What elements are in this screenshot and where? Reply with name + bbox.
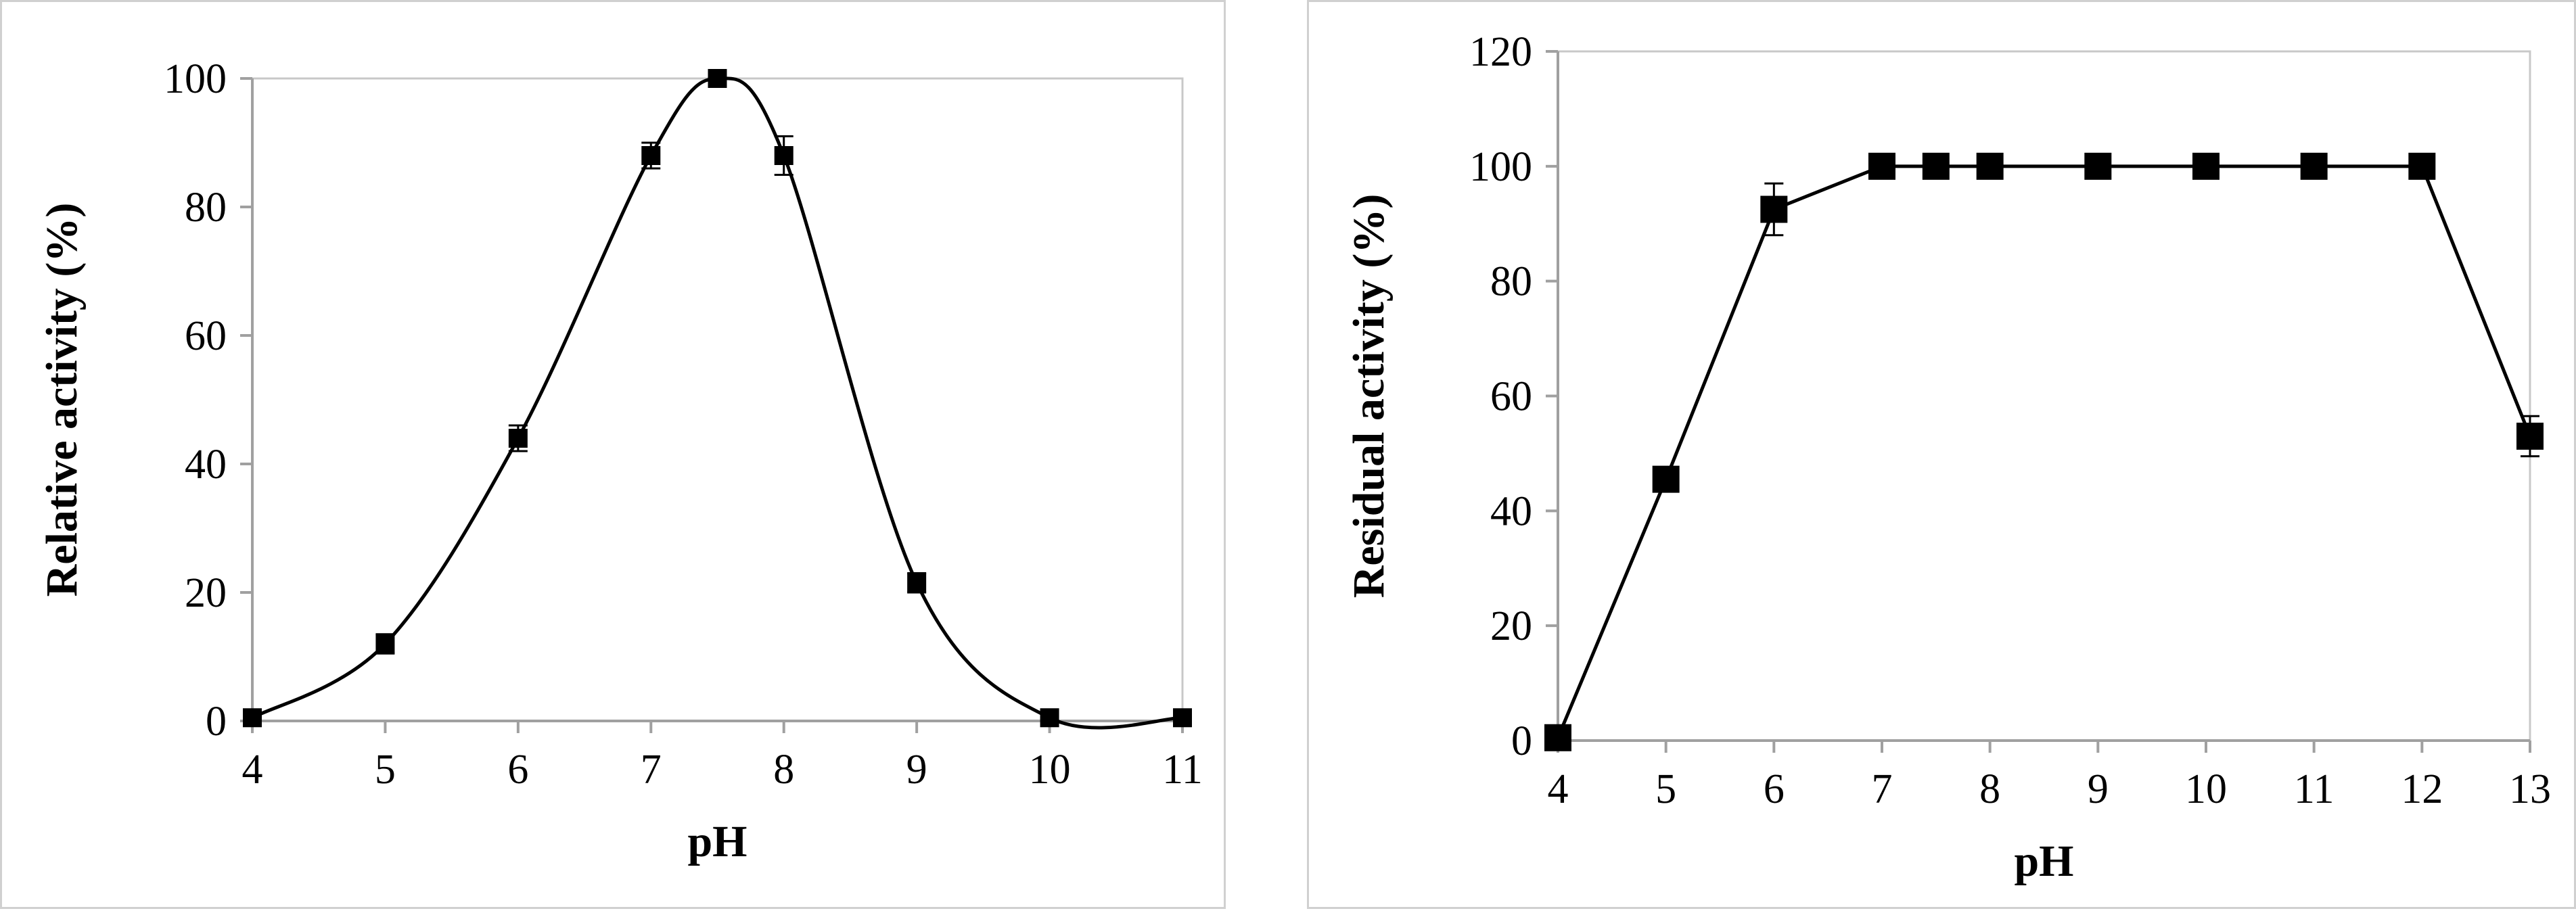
y-tick-label: 120 <box>1469 29 1532 75</box>
data-point-marker <box>2084 152 2112 180</box>
y-tick-label: 60 <box>185 313 227 359</box>
y-tick-label: 60 <box>1490 374 1532 420</box>
x-tick-label: 4 <box>242 747 263 793</box>
y-tick-label: 80 <box>1490 259 1532 305</box>
x-tick-label: 8 <box>1979 766 2000 812</box>
data-point-marker <box>2516 422 2544 450</box>
data-point-marker <box>708 69 727 88</box>
x-axis-title: pH <box>687 817 747 866</box>
data-point-marker <box>1922 152 1950 180</box>
data-point-marker <box>1868 152 1895 180</box>
data-point-marker <box>508 429 528 448</box>
data-point-marker <box>2408 152 2436 180</box>
x-tick-label: 6 <box>1764 766 1785 812</box>
data-point-marker <box>774 146 794 165</box>
y-tick-label: 80 <box>185 185 227 231</box>
data-point-marker <box>1173 708 1192 728</box>
x-tick-label: 8 <box>773 747 794 793</box>
x-tick-label: 9 <box>2088 766 2109 812</box>
data-point-marker <box>1040 708 1059 728</box>
series-line <box>251 76 1183 730</box>
x-tick-label: 9 <box>906 747 927 793</box>
data-point-marker <box>243 708 262 728</box>
data-point-marker <box>375 634 395 653</box>
x-tick-label: 10 <box>2185 766 2227 812</box>
y-axis-title: Residual activity (%) <box>1344 194 1394 599</box>
y-tick-label: 0 <box>1511 718 1532 764</box>
y-axis-title: Relative activity (%) <box>37 203 87 597</box>
x-tick-label: 5 <box>375 747 396 793</box>
y-tick-label: 40 <box>185 442 227 488</box>
data-point-marker <box>1544 724 1571 751</box>
data-point-marker <box>2192 152 2220 180</box>
relative-activity-chart: 0 20 40 60 80 100 4 5 6 7 8 9 10 11 pH Relative activit… <box>37 56 1203 866</box>
data-point-marker <box>641 146 661 165</box>
residual-activity-chart: 0 20 40 60 80 100 120 4 5 6 7 8 9 10 11 12 13 pH Residual … <box>1344 29 2551 886</box>
x-tick-label: 11 <box>2294 766 2334 812</box>
y-tick-label: 100 <box>164 56 227 102</box>
x-tick-label: 10 <box>1029 747 1071 793</box>
series-line <box>1556 164 2532 739</box>
data-point-marker <box>1760 195 1788 223</box>
plot-frame <box>1557 50 2531 742</box>
x-tick-label: 5 <box>1655 766 1676 812</box>
x-tick-label: 6 <box>507 747 528 793</box>
y-tick-label: 0 <box>206 699 227 745</box>
data-point-marker <box>2300 152 2328 180</box>
x-tick-label: 13 <box>2509 766 2551 812</box>
x-tick-label: 12 <box>2401 766 2443 812</box>
y-tick-label: 40 <box>1490 488 1532 534</box>
x-tick-label: 7 <box>641 747 662 793</box>
x-axis-title: pH <box>2014 837 2073 886</box>
x-tick-label: 11 <box>1162 747 1203 793</box>
y-tick-label: 100 <box>1469 144 1532 190</box>
right-chart-panel: 0 20 40 60 80 100 120 4 5 6 7 8 9 10 11 12 13 pH Residual … <box>1307 0 2576 909</box>
plot-frame <box>251 77 1184 722</box>
y-tick-label: 20 <box>185 570 227 616</box>
left-chart-panel: 0 20 40 60 80 100 4 5 6 7 8 9 10 11 pH Relative activit… <box>0 0 1226 909</box>
data-point-marker <box>907 573 927 592</box>
data-point-marker <box>1652 465 1680 493</box>
y-tick-label: 20 <box>1490 603 1532 649</box>
x-tick-label: 7 <box>1872 766 1893 812</box>
x-tick-label: 4 <box>1548 766 1569 812</box>
data-point-marker <box>1976 152 2004 180</box>
